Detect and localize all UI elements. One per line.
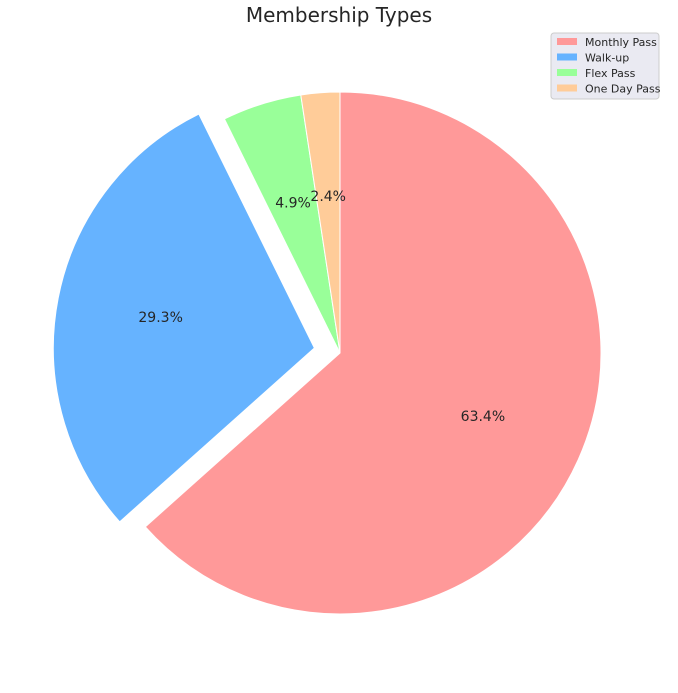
pie-slice-one-day-pass bbox=[300, 91, 341, 354]
pie-slice-walk-up bbox=[52, 113, 315, 523]
legend-swatch-flex-pass bbox=[557, 69, 577, 76]
legend-label-walk-up: Walk-up bbox=[585, 52, 629, 65]
legend: Monthly Pass Walk-up Flex Pass One Day Pass bbox=[550, 32, 661, 100]
legend-swatch-monthly-pass bbox=[557, 38, 577, 45]
legend-label-one-day-pass: One Day Pass bbox=[585, 83, 661, 96]
legend-label-flex-pass: Flex Pass bbox=[585, 67, 636, 80]
chart-title: Membership Types bbox=[246, 3, 432, 27]
legend-label-monthly-pass: Monthly Pass bbox=[585, 36, 657, 49]
pct-label-flex-pass: 4.9% bbox=[275, 196, 311, 212]
pie-percent-labels: 63.4% 29.3% 4.9% 2.4% bbox=[138, 189, 505, 425]
legend-swatch-walk-up bbox=[557, 53, 577, 61]
legend-swatch-one-day-pass bbox=[557, 84, 577, 92]
pct-label-monthly-pass: 63.4% bbox=[461, 409, 505, 425]
pct-label-walk-up: 29.3% bbox=[138, 310, 182, 326]
pie-slice-monthly-pass bbox=[144, 91, 602, 615]
legend-frame bbox=[550, 32, 660, 100]
pie-slices bbox=[52, 91, 602, 615]
pct-label-one-day-pass: 2.4% bbox=[310, 189, 346, 205]
